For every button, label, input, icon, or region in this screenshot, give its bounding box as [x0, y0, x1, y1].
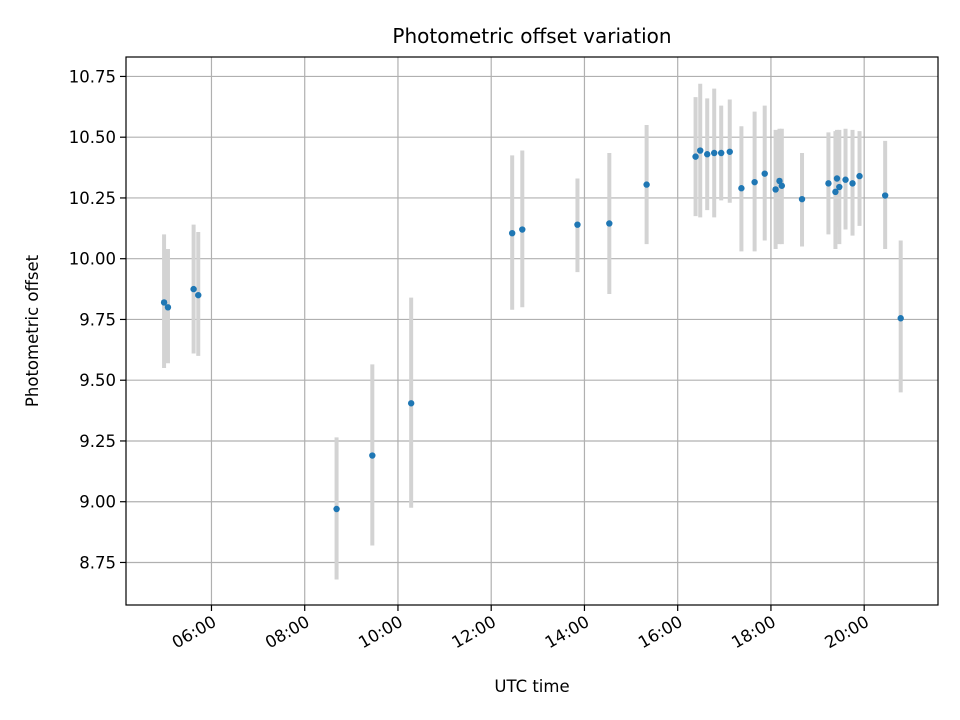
- y-tick-label: 9.00: [79, 493, 116, 512]
- data-point: [881, 192, 889, 199]
- data-point: [697, 147, 704, 154]
- data-point: [711, 149, 718, 157]
- x-tick-label: 12:00: [449, 612, 500, 652]
- grid-layer: [126, 57, 938, 605]
- data-point: [718, 149, 725, 157]
- y-ticks: 8.75 9.00 9.25 9.50 9.75 10.00 10.25 10.50 10.75: [69, 67, 126, 572]
- data-point: [692, 153, 699, 160]
- data-point: [704, 151, 711, 158]
- data-point: [825, 180, 832, 187]
- y-tick-label: 10.00: [69, 250, 116, 269]
- y-tick-label: 9.50: [79, 371, 116, 390]
- data-point: [190, 285, 197, 293]
- y-tick-label: 10.75: [69, 67, 116, 86]
- data-point: [606, 220, 613, 227]
- data-point: [849, 180, 856, 187]
- data-point: [832, 188, 839, 196]
- data-point: [738, 185, 745, 192]
- y-axis-label: Photometric offset: [23, 254, 42, 407]
- x-tick-label: 10:00: [355, 612, 406, 652]
- data-point: [369, 452, 376, 459]
- data-point: [772, 186, 779, 193]
- data-point: [761, 170, 768, 177]
- data-point: [407, 400, 415, 407]
- x-tick-label: 08:00: [262, 612, 313, 652]
- data-point: [833, 175, 841, 182]
- data-point: [643, 181, 650, 188]
- x-tick-label: 20:00: [821, 612, 872, 652]
- chart-title: Photometric offset variation: [392, 24, 671, 48]
- data-point: [519, 226, 526, 233]
- x-tick-label: 16:00: [635, 612, 686, 652]
- x-tick-label: 14:00: [542, 612, 593, 652]
- data-point: [508, 229, 516, 237]
- data-point: [195, 291, 202, 299]
- data-point: [574, 221, 581, 228]
- data-point: [897, 315, 904, 322]
- y-tick-label: 10.25: [69, 189, 116, 208]
- y-tick-label: 10.50: [69, 128, 116, 147]
- data-point: [776, 177, 783, 185]
- y-tick-label: 9.25: [79, 432, 116, 451]
- data-point: [856, 172, 863, 180]
- x-ticks: 06:00 08:00 10:00 12:00 14:00 16:00 18:00 20:00: [169, 605, 872, 652]
- data-point: [751, 178, 758, 186]
- points-layer: [160, 147, 904, 513]
- data-point: [798, 195, 806, 203]
- data-point: [164, 304, 172, 311]
- data-point: [778, 182, 786, 189]
- data-point: [842, 176, 849, 183]
- data-point: [160, 299, 168, 306]
- data-point: [726, 148, 733, 155]
- data-point: [836, 183, 843, 191]
- plot-frame: [125, 56, 939, 606]
- x-tick-label: 18:00: [728, 612, 779, 652]
- y-tick-label: 8.75: [79, 553, 116, 572]
- error-bars-layer: [162, 83, 903, 580]
- data-point: [333, 505, 340, 513]
- x-tick-label: 06:00: [169, 612, 220, 652]
- y-tick-label: 9.75: [79, 310, 116, 329]
- x-axis-label: UTC time: [494, 677, 569, 696]
